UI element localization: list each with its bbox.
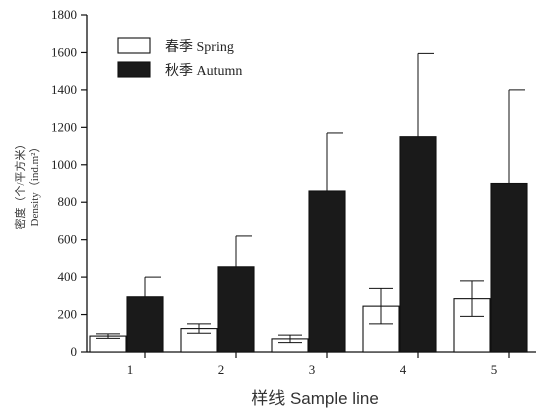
y-axis-label: 密度（个/平方米） Density（ind.m²） [13, 138, 41, 229]
x-axis-label: 样线 Sample line [251, 389, 379, 408]
y-tick-label: 200 [58, 307, 78, 322]
y-tick-label: 800 [58, 194, 78, 209]
y-tick-label: 600 [58, 232, 78, 247]
legend-label-spring: 春季 Spring [165, 39, 234, 55]
bar-autumn [490, 182, 528, 353]
x-tick-label: 3 [309, 362, 316, 377]
legend-label-autumn: 秋季 Autumn [165, 63, 242, 79]
legend-swatch-spring [117, 37, 151, 54]
x-tick-label: 2 [218, 362, 225, 377]
bar-autumn [217, 266, 255, 353]
y-tick-label: 400 [58, 269, 78, 284]
bar-autumn [399, 136, 437, 353]
y-tick-label: 1200 [51, 119, 77, 134]
x-tick-label: 1 [127, 362, 134, 377]
y-tick-label: 1400 [51, 82, 77, 97]
bar-autumn [308, 190, 346, 353]
bar-autumn [126, 296, 164, 353]
legend: 春季 Spring 秋季 Autumn [117, 37, 242, 79]
x-tick-label: 4 [400, 362, 407, 377]
bars [89, 136, 528, 353]
y-tick-label: 1000 [51, 157, 77, 172]
x-tick-label: 5 [491, 362, 498, 377]
y-tick-label: 0 [71, 344, 78, 359]
legend-swatch-autumn [117, 61, 151, 78]
y-axis-label-line2: Density（ind.m²） [28, 142, 41, 227]
axes: 0 200 400 600 800 1000 1200 1400 1600 1800 1 2 3 4 5 [51, 7, 536, 377]
y-tick-label: 1600 [51, 44, 77, 59]
y-axis-label-line1: 密度（个/平方米） [13, 138, 27, 229]
error-bars [96, 52, 525, 344]
y-tick-label: 1800 [51, 7, 77, 22]
